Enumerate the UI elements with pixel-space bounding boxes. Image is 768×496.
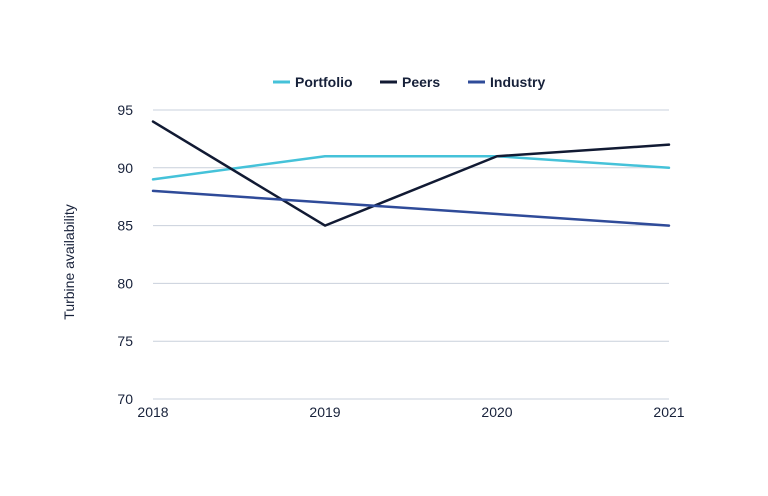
series-line-portfolio bbox=[151, 154, 671, 181]
legend-label-industry: Industry bbox=[490, 74, 545, 90]
y-tick-label: 70 bbox=[117, 391, 133, 407]
y-tick-label: 90 bbox=[117, 160, 133, 176]
x-tick-label: 2020 bbox=[481, 404, 512, 420]
y-tick-label: 85 bbox=[117, 218, 133, 234]
y-axis-title: Turbine availability bbox=[61, 204, 77, 319]
legend-label-peers: Peers bbox=[402, 74, 440, 90]
series-lines bbox=[151, 120, 671, 227]
y-axis-ticks: 70 75 80 85 90 95 bbox=[117, 102, 133, 407]
y-tick-label: 80 bbox=[117, 275, 133, 291]
x-axis-ticks: 2018 2019 2020 2021 bbox=[137, 404, 684, 420]
y-tick-label: 75 bbox=[117, 333, 133, 349]
y-tick-label: 95 bbox=[117, 102, 133, 118]
x-tick-label: 2019 bbox=[309, 404, 340, 420]
x-tick-label: 2018 bbox=[137, 404, 168, 420]
x-tick-label: 2021 bbox=[653, 404, 684, 420]
series-line-industry bbox=[151, 189, 671, 227]
legend: Portfolio Peers Industry bbox=[273, 74, 545, 90]
legend-label-portfolio: Portfolio bbox=[295, 74, 353, 90]
gridlines bbox=[153, 109, 669, 400]
series-line-peers bbox=[151, 120, 671, 227]
